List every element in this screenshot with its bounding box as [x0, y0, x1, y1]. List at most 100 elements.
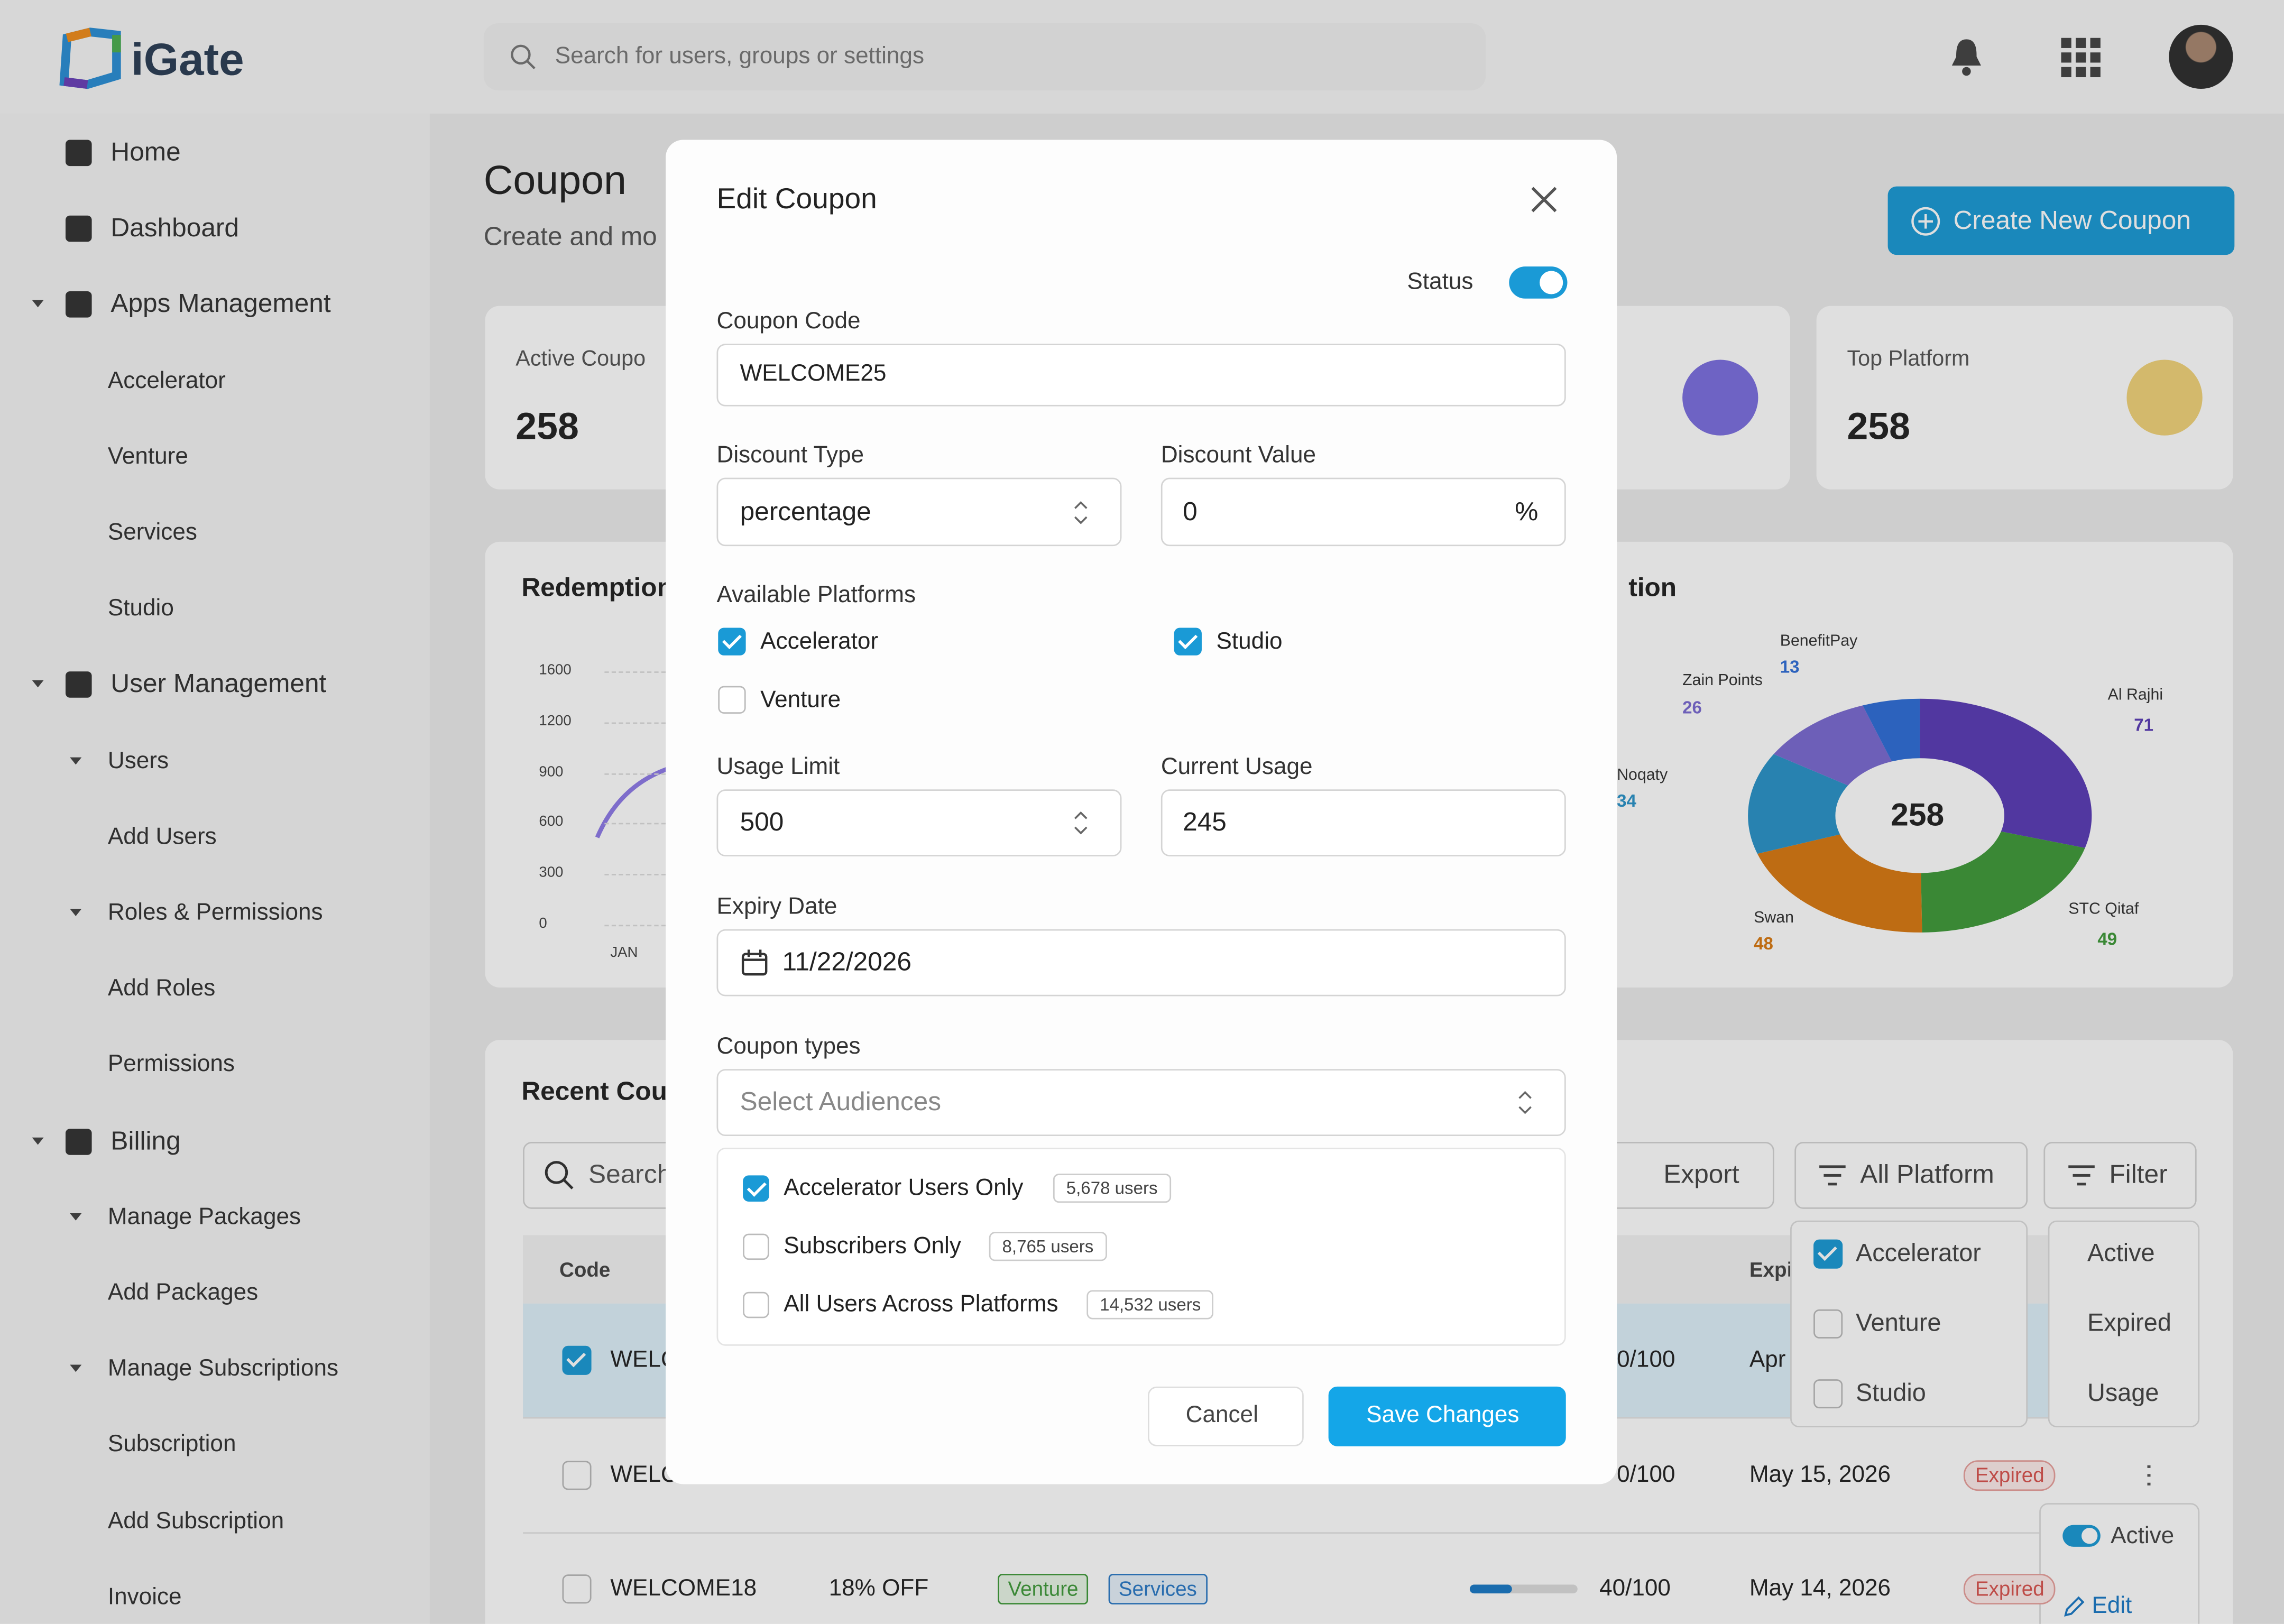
y-tick-label: 1600 [539, 662, 572, 679]
types-select[interactable] [716, 1069, 1566, 1136]
nav-item[interactable]: Users [107, 749, 169, 773]
nav-item[interactable]: Manage Packages [107, 1205, 301, 1230]
donut-label: Noqaty [1617, 767, 1668, 785]
expiry-value: 11/22/2026 [782, 947, 912, 976]
nav-item[interactable]: Dashboard [110, 213, 240, 243]
cell: May 15, 2026 [1749, 1463, 1891, 1488]
platform-option: Accelerator [1855, 1239, 1981, 1267]
cell: 40/100 [1599, 1576, 1671, 1601]
limit-input[interactable] [716, 789, 1122, 856]
y-tick-label: 900 [539, 764, 564, 780]
grid-line [604, 772, 666, 774]
field-label: Current Usage [1161, 755, 1313, 780]
nav-item[interactable]: Add Users [107, 824, 217, 850]
cancel-button[interactable] [1148, 1386, 1304, 1446]
field-label: Discount Value [1161, 443, 1316, 468]
grid-line [604, 823, 666, 825]
nav-item[interactable]: Studio [107, 596, 174, 622]
y-tick-label: 600 [539, 815, 564, 831]
logo-icon [59, 27, 121, 89]
search-bar[interactable] [483, 23, 1486, 90]
nav-item[interactable]: Accelerator [107, 368, 226, 393]
nav-item[interactable]: Invoice [107, 1585, 182, 1610]
caret [70, 909, 82, 922]
apps-icon[interactable] [2061, 38, 2102, 79]
menu-item[interactable]: Active [2111, 1524, 2175, 1549]
limit-value: 500 [740, 807, 784, 836]
y-tick-label: 0 [539, 916, 547, 933]
menu-item[interactable]: Edit [2092, 1594, 2132, 1619]
toggle[interactable] [2062, 1525, 2101, 1547]
field-label: Coupon types [716, 1035, 861, 1060]
cell: 18% OFF [828, 1576, 929, 1601]
donut-segment [1757, 834, 1922, 933]
avatar[interactable] [2169, 24, 2233, 89]
edit-icon [2064, 1596, 2085, 1617]
donut-value: 34 [1617, 790, 1636, 811]
nav-item[interactable]: Add Roles [107, 976, 216, 1002]
type-select[interactable] [716, 477, 1122, 547]
value-input[interactable] [1161, 477, 1566, 547]
nav-item[interactable]: Billing [110, 1125, 181, 1155]
select-chevrons [1518, 1091, 1532, 1114]
close-icon[interactable] [1530, 185, 1559, 214]
nav-item[interactable]: Venture [107, 444, 188, 469]
platform-checkbox [1813, 1379, 1843, 1409]
expiry-input[interactable] [716, 929, 1566, 996]
row-checkbox [562, 1574, 592, 1604]
status-dropdown [2048, 1220, 2200, 1427]
nav-item[interactable]: Services [107, 520, 197, 546]
filter-icon [2068, 1165, 2095, 1186]
status-toggle[interactable] [1509, 266, 1568, 299]
y-tick-label: 1200 [539, 713, 572, 730]
audience-checkbox[interactable] [743, 1291, 769, 1318]
audience-checkbox[interactable] [743, 1175, 769, 1202]
status-option[interactable]: Expired [2087, 1309, 2171, 1337]
nav-item[interactable]: Subscription [107, 1433, 236, 1458]
cell: 0/100 [1617, 1348, 1675, 1373]
code-input[interactable] [716, 344, 1566, 407]
page-title: Coupon [483, 158, 627, 203]
donut-value: 26 [1682, 697, 1702, 718]
platform-checkbox[interactable] [1174, 628, 1202, 656]
stat-value: 258 [515, 404, 579, 448]
create-button[interactable] [1887, 186, 2235, 255]
platform-option: Venture [1855, 1309, 1941, 1337]
search-icon [545, 1161, 574, 1189]
nav-item[interactable]: Add Subscription [107, 1509, 284, 1534]
nav-item[interactable]: Permissions [107, 1053, 235, 1078]
logo-text: iGate [131, 34, 244, 85]
nav-item[interactable]: User Management [110, 669, 327, 699]
caret [32, 680, 44, 694]
kebab: ⋯ [2134, 1462, 2164, 1489]
nav-item[interactable]: Add Packages [107, 1280, 259, 1306]
save-button[interactable] [1328, 1386, 1566, 1446]
nav-item[interactable]: Manage Subscriptions [107, 1357, 339, 1382]
donut-label: BenefitPay [1780, 632, 1858, 650]
value-value: 0 [1183, 497, 1198, 527]
caret [70, 1213, 82, 1226]
current-input[interactable] [1161, 789, 1566, 856]
export-button[interactable] [1602, 1141, 1774, 1209]
chart-title: Redemption [521, 573, 673, 602]
donut-value: 71 [2134, 715, 2154, 735]
platform-checkbox[interactable] [718, 628, 746, 656]
donut-value: 13 [1780, 657, 1800, 677]
nav-item[interactable]: Apps Management [110, 289, 331, 319]
platform-label: Venture [760, 688, 841, 713]
bell-icon[interactable] [1949, 36, 1984, 77]
nav-item[interactable]: Home [110, 137, 181, 167]
grid-line [604, 671, 666, 673]
filter-icon [1819, 1165, 1846, 1186]
platform-checkbox[interactable] [718, 686, 746, 714]
nav-item[interactable]: Roles & Permissions [107, 900, 323, 926]
status-option[interactable]: Active [2087, 1239, 2155, 1267]
nav-icon [65, 672, 92, 698]
caret [70, 756, 82, 770]
filter-button[interactable] [2043, 1141, 2197, 1209]
status-option[interactable]: Usage [2087, 1379, 2159, 1407]
audience-checkbox[interactable] [743, 1233, 769, 1260]
stat-icon [1682, 359, 1758, 436]
